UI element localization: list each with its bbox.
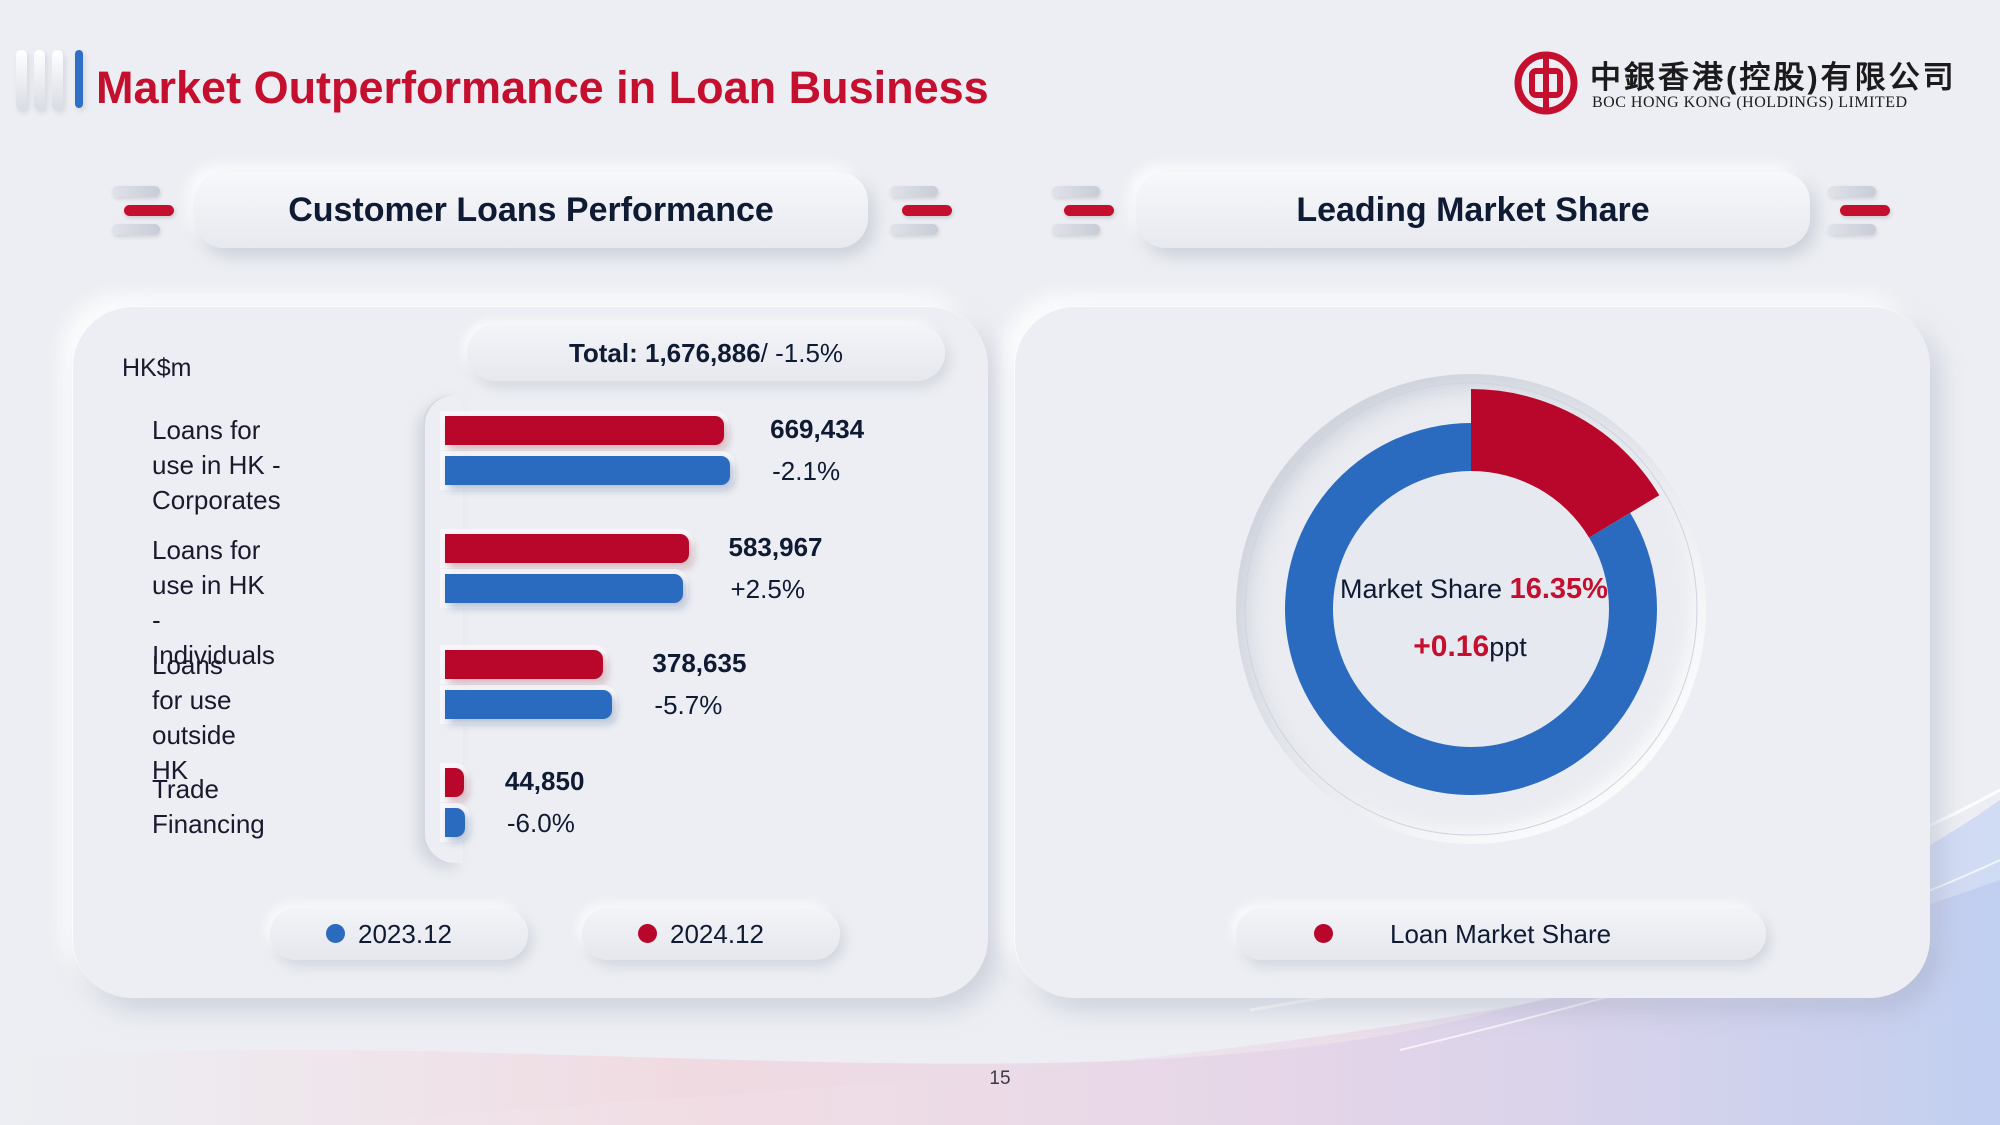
boc-logo-icon [1514,51,1578,115]
category-label: Loans for use outside HK [152,650,236,785]
bar-2024 [445,768,464,797]
total-pill: Total: 1,676,886 / -1.5% [467,325,945,381]
legend-label: 2023.12 [358,919,452,949]
change-label: -6.0% [506,808,575,838]
section-decoration-icon [1826,180,1890,244]
logo-chinese-name: 中銀香港(控股)有限公司 [1590,60,1957,95]
center-change-value: +0.16 [1413,630,1490,663]
center-prefix: Market Share [1340,574,1510,604]
bar-2024 [445,650,603,679]
value-label: 378,635 [652,648,747,678]
total-value: Total: 1,676,886 [568,337,761,368]
value-label: 669,434 [770,414,865,444]
donut-center-change: +0.16ppt [1340,630,1600,664]
change-label: +2.5% [730,574,805,604]
bar-2023 [445,574,683,603]
section-decoration-icon [888,180,952,244]
category-label: Loans for use in HK - Corporates [152,415,281,515]
value-label: 583,967 [728,532,823,562]
legend-dot-red-icon [638,924,657,943]
change-label: -2.1% [772,456,841,486]
donut-center-disc [1333,471,1609,747]
legend-dot-blue-icon [326,924,345,943]
value-label: 44,850 [504,766,585,796]
legend-item-2024[interactable]: 2024.12 [582,908,840,960]
section-decoration-icon [1050,180,1114,244]
bar-2024 [445,416,725,445]
legend-label: 2024.12 [670,919,764,949]
title-decoration [16,50,88,112]
legend-dot-red-icon [1314,924,1333,943]
category-label: Trade Financing [152,774,265,839]
logo-english-name: BOC HONG KONG (HOLDINGS) LIMITED [1592,94,1908,111]
legend-label: Loan Market Share [1390,919,1612,949]
total-change: / -1.5% [760,337,844,368]
page-number: 15 [989,1068,1011,1089]
page-title: Market Outperformance in Loan Business [96,62,989,113]
bar-2023 [445,690,613,719]
section-heading-loans: Customer Loans Performance [194,172,868,248]
bar-2024 [445,534,689,563]
category-label: Loans for use in HK - Individuals [152,535,275,670]
legend-item-2023[interactable]: 2023.12 [270,908,528,960]
section-heading-market-share: Leading Market Share [1136,172,1810,248]
change-label: -5.7% [654,690,723,720]
donut-center-share: Market Share 16.35% [1340,573,1608,606]
section-decoration-icon [110,180,174,244]
donut-slice-market-share [1471,389,1660,538]
market-share-donut-chart [1244,382,1698,836]
center-change-unit: ppt [1489,632,1527,662]
donut-outer-ring [1244,382,1698,836]
legend-item-market-share[interactable]: Loan Market Share [1236,908,1766,960]
bar-2023 [445,808,465,837]
bar-2023 [445,456,731,485]
unit-label: HK$m [122,354,192,382]
center-value: 16.35% [1509,573,1608,605]
